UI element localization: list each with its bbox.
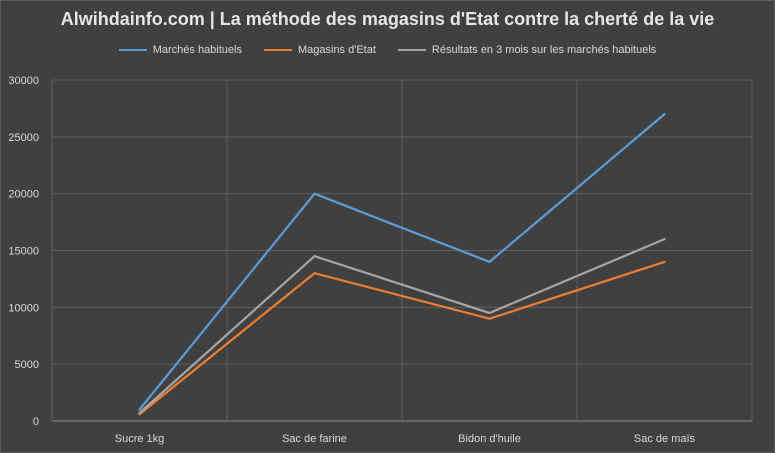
x-tick-label: Sucre 1kg xyxy=(115,433,165,445)
legend-item-magasins-etat: Magasins d'Etat xyxy=(263,44,376,56)
legend-swatch-marches-habituels xyxy=(118,49,147,51)
y-tick-label: 0 xyxy=(33,416,39,428)
series-line-2 xyxy=(138,260,666,416)
legend-swatch-magasins-etat xyxy=(263,49,292,51)
y-tick-label: 5000 xyxy=(15,359,39,371)
series-line-1 xyxy=(138,112,666,411)
y-tick-label: 30000 xyxy=(8,75,39,87)
legend-item-marches-habituels: Marchés habituels xyxy=(118,44,242,56)
y-tick-label: 15000 xyxy=(8,246,39,258)
series-line-3 xyxy=(138,237,666,415)
x-tick-label: Bidon d'huile xyxy=(458,433,521,445)
legend-label-resultats-3-mois: Résultats en 3 mois sur les marchés habi… xyxy=(431,44,657,56)
legend-item-resultats-3-mois: Résultats en 3 mois sur les marchés habi… xyxy=(397,44,657,56)
y-tick-label: 10000 xyxy=(8,302,39,314)
x-tick-label: Sac de farine xyxy=(282,433,347,445)
x-tick-label: Sac de maïs xyxy=(634,433,696,445)
legend-swatch-resultats-3-mois xyxy=(397,49,426,51)
y-tick-label: 25000 xyxy=(8,132,39,144)
legend-label-marches-habituels: Marchés habituels xyxy=(152,44,242,56)
chart-legend: Marchés habituels Magasins d'Etat Résult… xyxy=(0,44,775,56)
y-tick-label: 20000 xyxy=(8,189,39,201)
chart-title: Alwihdainfo.com | La méthode des magasin… xyxy=(60,9,715,29)
legend-label-magasins-etat: Magasins d'Etat xyxy=(297,44,376,56)
